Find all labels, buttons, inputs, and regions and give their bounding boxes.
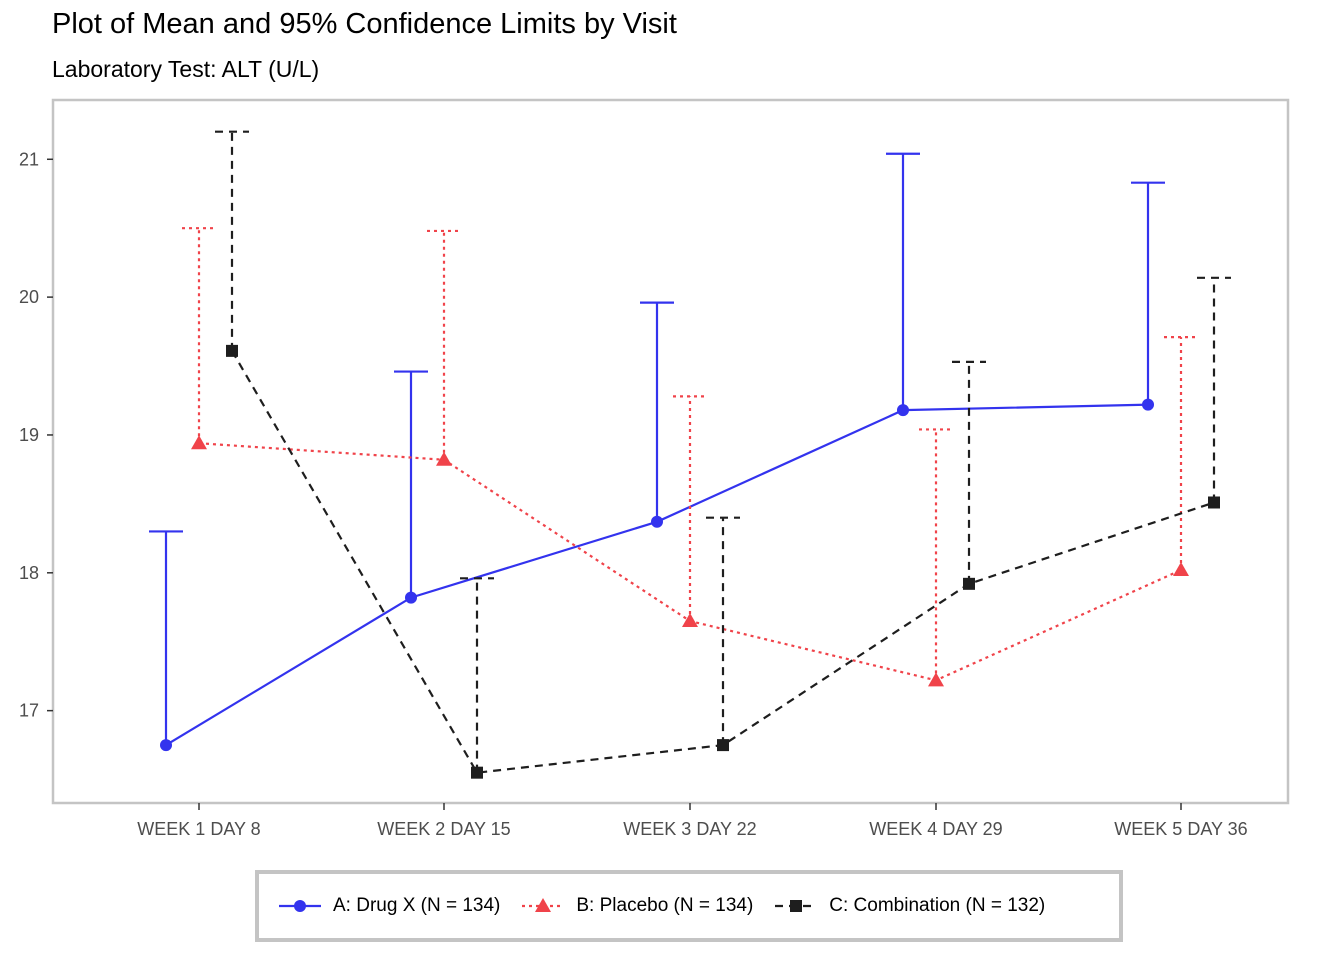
- y-tick-label: 19: [19, 425, 39, 445]
- series-group: [149, 152, 1165, 752]
- data-point: [226, 344, 238, 357]
- data-point: [717, 739, 729, 752]
- data-point: [1173, 562, 1189, 577]
- legend-label: B: Placebo (N = 134): [576, 895, 754, 916]
- legend-item: A: Drug X (N = 134): [277, 894, 500, 918]
- data-point: [436, 451, 452, 466]
- data-point: [1142, 398, 1154, 411]
- x-tick-label: WEEK 2 DAY 15: [377, 819, 510, 839]
- legend-marker: [294, 900, 306, 912]
- y-tick-label: 21: [19, 149, 39, 169]
- chart-subtitle: Laboratory Test: ALT (U/L): [52, 56, 320, 82]
- legend-item: B: Placebo (N = 134): [520, 894, 753, 918]
- y-tick-label: 20: [19, 287, 39, 307]
- data-point: [405, 591, 417, 604]
- data-point: [682, 613, 698, 628]
- data-point: [160, 739, 172, 752]
- data-point: [651, 515, 663, 528]
- x-tick-label: WEEK 4 DAY 29: [869, 819, 1002, 839]
- legend-key: [279, 900, 321, 912]
- data-point: [963, 577, 975, 590]
- plot-panel-border: [51, 98, 1290, 805]
- data-point: [897, 404, 909, 417]
- series-layer: [149, 130, 1231, 779]
- legend-key: [775, 900, 818, 912]
- data-point: [928, 672, 944, 687]
- series-group: [215, 130, 1231, 779]
- x-tick-label: WEEK 1 DAY 8: [137, 819, 260, 839]
- chart-title: Plot of Mean and 95% Confidence Limits b…: [52, 8, 677, 40]
- x-tick-label: WEEK 3 DAY 22: [623, 819, 756, 839]
- legend-item: C: Combination (N = 132): [773, 894, 1045, 918]
- series-group: [182, 227, 1198, 687]
- y-tick-label: 17: [19, 701, 39, 721]
- legend-marker: [790, 900, 803, 912]
- data-point: [471, 766, 483, 779]
- x-axis: WEEK 1 DAY 8 WEEK 2 DAY 15 WEEK 3 DAY 22 WE…: [137, 803, 1248, 839]
- legend-key: [522, 898, 565, 912]
- legend-label: A: Drug X (N = 134): [333, 895, 501, 916]
- legend-marker: [535, 898, 552, 912]
- legend-label: C: Combination (N = 132): [829, 895, 1046, 916]
- data-point: [1208, 496, 1220, 509]
- data-point: [191, 435, 207, 450]
- x-tick-label: WEEK 5 DAY 36: [1114, 819, 1247, 839]
- y-tick-label: 18: [19, 563, 39, 583]
- legend: A: Drug X (N = 134) B: Placebo (N = 134) C…: [255, 870, 1123, 942]
- y-axis: 17 18 19 20 21: [19, 149, 53, 721]
